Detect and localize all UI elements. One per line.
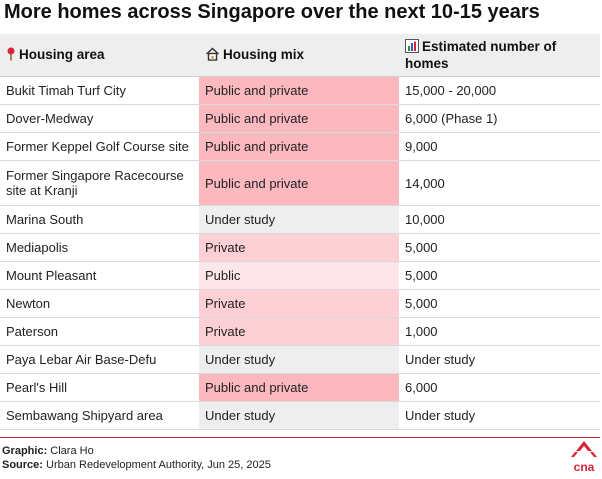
cell-area: Newton xyxy=(0,289,199,318)
cell-area: Former Keppel Golf Course site xyxy=(0,132,199,161)
table-header-row: Housing area Housing mix xyxy=(0,34,600,77)
cell-mix: Public and private xyxy=(199,76,399,105)
table-row: Marina South Under study 10,000 xyxy=(0,205,600,234)
cell-area: Marina South xyxy=(0,205,199,234)
cell-mix: Public and private xyxy=(199,132,399,161)
table-row: Mediapolis Private 5,000 xyxy=(0,233,600,262)
table-row: Bukit Timah Turf City Public and private… xyxy=(0,76,600,105)
header-housing-area: Housing area xyxy=(0,34,199,77)
cell-estimate: 14,000 xyxy=(399,160,600,206)
page-title: More homes across Singapore over the nex… xyxy=(4,1,540,23)
table-row: Mount Pleasant Public 5,000 xyxy=(0,261,600,290)
header-estimated-homes-label: Estimated number of homes xyxy=(405,39,557,71)
cell-area: Paya Lebar Air Base-Defu xyxy=(0,345,199,374)
cell-mix: Public and private xyxy=(199,160,399,206)
header-housing-area-label: Housing area xyxy=(19,46,105,62)
cell-estimate: 5,000 xyxy=(399,233,600,262)
cell-estimate: 1,000 xyxy=(399,317,600,346)
cell-area: Pearl's Hill xyxy=(0,373,199,402)
cell-mix: Private xyxy=(199,317,399,346)
cell-estimate: 9,000 xyxy=(399,132,600,161)
table-row: Sembawang Shipyard area Under study Unde… xyxy=(0,401,600,430)
header-housing-mix: Housing mix xyxy=(199,34,399,77)
table-row: Newton Private 5,000 xyxy=(0,289,600,318)
table-row: Paterson Private 1,000 xyxy=(0,317,600,346)
house-icon xyxy=(205,47,220,64)
bar-chart-icon xyxy=(405,39,419,56)
source-credit-label: Source: xyxy=(2,459,43,471)
cell-area: Bukit Timah Turf City xyxy=(0,76,199,105)
source-credit: Source: Urban Redevelopment Authority, J… xyxy=(2,458,271,472)
cell-estimate: Under study xyxy=(399,401,600,430)
credits: Graphic: Clara Ho Source: Urban Redevelo… xyxy=(2,444,271,472)
cell-estimate: 15,000 - 20,000 xyxy=(399,76,600,105)
cell-area: Paterson xyxy=(0,317,199,346)
cell-area: Mediapolis xyxy=(0,233,199,262)
graphic-credit-value: Clara Ho xyxy=(50,445,94,457)
cell-estimate: Under study xyxy=(399,345,600,374)
header-housing-mix-label: Housing mix xyxy=(223,46,305,62)
graphic-credit-label: Graphic: xyxy=(2,445,48,457)
footer-divider xyxy=(0,437,600,438)
pin-icon xyxy=(6,47,16,64)
table-row: Dover-Medway Public and private 6,000 (P… xyxy=(0,104,600,133)
cell-estimate: 6,000 xyxy=(399,373,600,402)
cell-mix: Public and private xyxy=(199,104,399,133)
table-row: Former Singapore Racecourse site at Kran… xyxy=(0,160,600,206)
cell-mix: Public xyxy=(199,261,399,290)
graphic-credit: Graphic: Clara Ho xyxy=(2,444,271,458)
table-row: Former Keppel Golf Course site Public an… xyxy=(0,132,600,161)
cell-area: Mount Pleasant xyxy=(0,261,199,290)
header-estimated-homes: Estimated number of homes xyxy=(399,34,600,77)
cell-mix: Public and private xyxy=(199,373,399,402)
table-row: Pearl's Hill Public and private 6,000 xyxy=(0,373,600,402)
cell-mix: Private xyxy=(199,289,399,318)
housing-table: Housing area Housing mix xyxy=(0,34,600,430)
cell-area: Dover-Medway xyxy=(0,104,199,133)
cell-mix: Under study xyxy=(199,205,399,234)
table-row: Paya Lebar Air Base-Defu Under study Und… xyxy=(0,345,600,374)
cell-area: Former Singapore Racecourse site at Kran… xyxy=(0,160,199,206)
cna-logo: cna xyxy=(568,440,600,474)
cell-mix: Under study xyxy=(199,345,399,374)
cell-area: Sembawang Shipyard area xyxy=(0,401,199,430)
source-credit-value: Urban Redevelopment Authority, Jun 25, 2… xyxy=(46,459,271,471)
cell-mix: Private xyxy=(199,233,399,262)
cell-estimate: 10,000 xyxy=(399,205,600,234)
cell-estimate: 6,000 (Phase 1) xyxy=(399,104,600,133)
cell-estimate: 5,000 xyxy=(399,261,600,290)
cell-estimate: 5,000 xyxy=(399,289,600,318)
cna-logo-text: cna xyxy=(574,460,595,474)
cell-mix: Under study xyxy=(199,401,399,430)
